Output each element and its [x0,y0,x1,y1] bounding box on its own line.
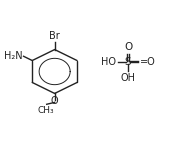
Text: =O: =O [140,57,156,67]
Text: O: O [51,96,58,106]
Text: H₂N: H₂N [4,51,23,61]
Text: CH₃: CH₃ [38,106,54,115]
Text: Br: Br [49,31,60,41]
Text: HO: HO [101,57,116,67]
Text: S: S [125,57,131,67]
Text: OH: OH [121,73,136,83]
Text: O: O [124,42,132,52]
